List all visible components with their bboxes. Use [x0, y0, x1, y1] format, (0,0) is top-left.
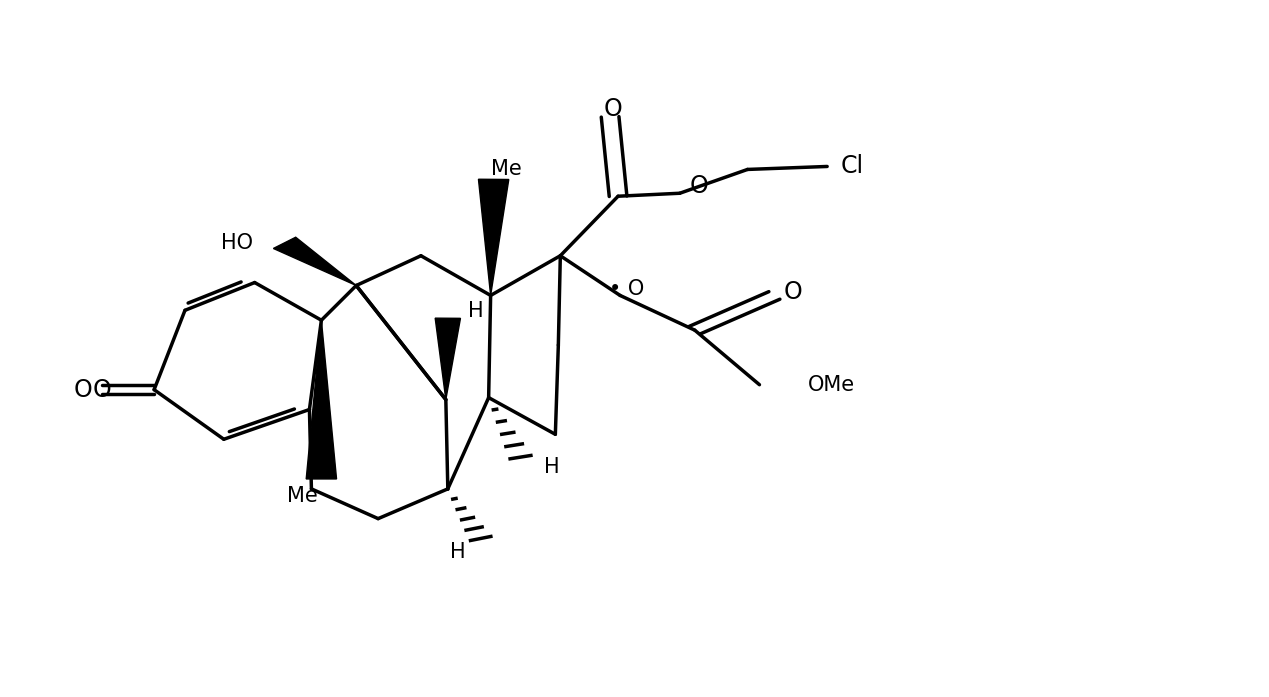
Text: O: O — [689, 174, 708, 199]
Text: H: H — [468, 301, 483, 321]
Text: Me: Me — [287, 487, 317, 506]
Polygon shape — [478, 179, 509, 296]
Text: O: O — [74, 378, 93, 401]
Text: • O: • O — [609, 279, 643, 298]
Text: O: O — [603, 97, 622, 121]
Polygon shape — [435, 318, 461, 399]
Polygon shape — [306, 320, 336, 479]
Text: HO: HO — [221, 233, 253, 253]
Text: OMe: OMe — [807, 375, 854, 395]
Text: Me: Me — [491, 159, 522, 179]
Polygon shape — [273, 237, 357, 286]
Text: H: H — [544, 457, 560, 477]
Text: H: H — [450, 542, 466, 562]
Text: O: O — [93, 378, 112, 401]
Text: O: O — [784, 280, 803, 304]
Text: Cl: Cl — [841, 155, 864, 178]
